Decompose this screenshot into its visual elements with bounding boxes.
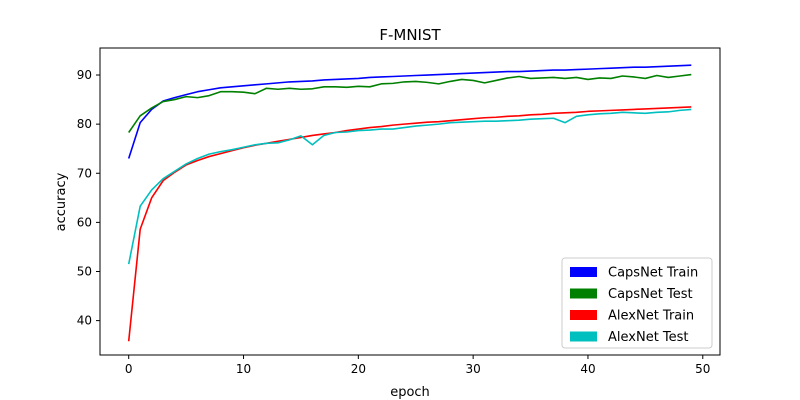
- legend-label: AlexNet Train: [608, 309, 694, 324]
- x-tick-label: 50: [695, 362, 710, 376]
- series-line-capsnet-test: [128, 73, 692, 133]
- series-line-capsnet-train: [127, 64, 692, 159]
- series-line-alexnet-test: [127, 108, 692, 265]
- y-tick-label: 60: [77, 215, 92, 229]
- x-tick-label: 0: [125, 362, 133, 376]
- axes-frame: [99, 47, 721, 356]
- legend-label: CapsNet Test: [608, 287, 693, 302]
- chart-title: F-MNIST: [379, 26, 441, 44]
- plot-area: [127, 64, 692, 342]
- axes: 0 10 20 30 40 50 40 50 60 70 80 90: [77, 47, 721, 376]
- y-tick-label: 90: [77, 68, 92, 82]
- y-tick-label: 70: [77, 166, 92, 180]
- x-tick-label: 30: [466, 362, 481, 376]
- legend-swatch: [570, 331, 597, 342]
- y-tick-label: 80: [77, 117, 92, 131]
- legend-box: [561, 257, 713, 349]
- x-axis-label: epoch: [390, 385, 430, 400]
- x-tick-label: 10: [236, 362, 251, 376]
- y-tick-label: 50: [77, 264, 92, 278]
- legend-swatch: [570, 310, 597, 320]
- legend-label: AlexNet Test: [608, 330, 689, 345]
- y-tick-label: 40: [77, 314, 92, 328]
- series-line-alexnet-train: [127, 106, 692, 342]
- y-axis-label: accuracy: [54, 172, 69, 231]
- x-tick-label: 20: [351, 362, 366, 376]
- legend-swatch: [570, 267, 597, 277]
- legend: CapsNet Train CapsNet Test AlexNet Train Al…: [561, 257, 713, 349]
- x-tick-label: 40: [580, 362, 595, 376]
- legend-swatch: [570, 288, 597, 299]
- legend-label: CapsNet Train: [608, 266, 698, 281]
